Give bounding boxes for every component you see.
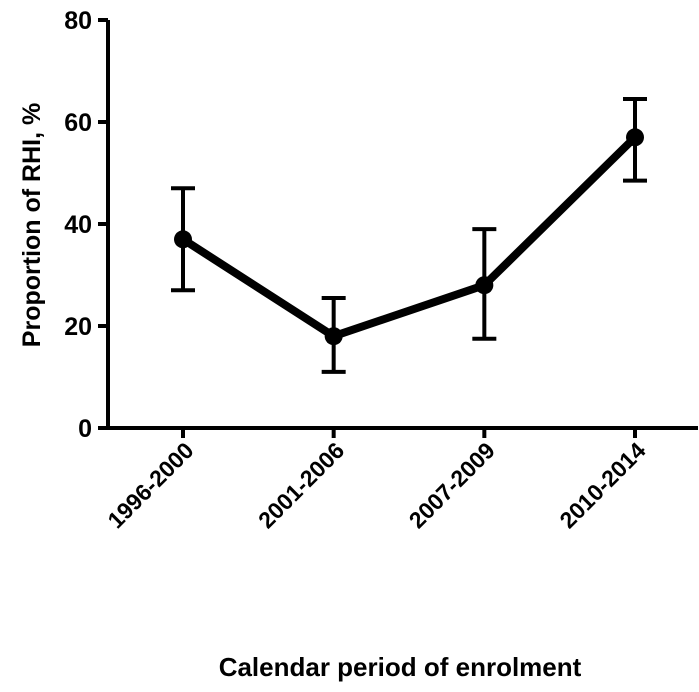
x-tick-label: 1996-2000 xyxy=(102,437,198,533)
y-tick-label: 0 xyxy=(78,415,92,443)
y-axis-title: Proportion of RHI, % xyxy=(18,103,46,347)
point xyxy=(174,230,192,249)
x-tick-label: 2010-2014 xyxy=(554,437,650,533)
point xyxy=(324,327,343,346)
point xyxy=(626,128,644,147)
y-tick-label: 20 xyxy=(64,313,92,341)
x-axis-title: Calendar period of enrolment xyxy=(219,652,582,682)
x-tick-label: 2007-2009 xyxy=(404,437,500,533)
line xyxy=(180,134,638,341)
point xyxy=(475,276,494,295)
y-tick-label: 80 xyxy=(64,7,92,35)
x-tick-label: 2001-2006 xyxy=(253,437,349,533)
y-tick-label: 60 xyxy=(64,109,92,137)
y-tick-label: 40 xyxy=(64,211,92,239)
